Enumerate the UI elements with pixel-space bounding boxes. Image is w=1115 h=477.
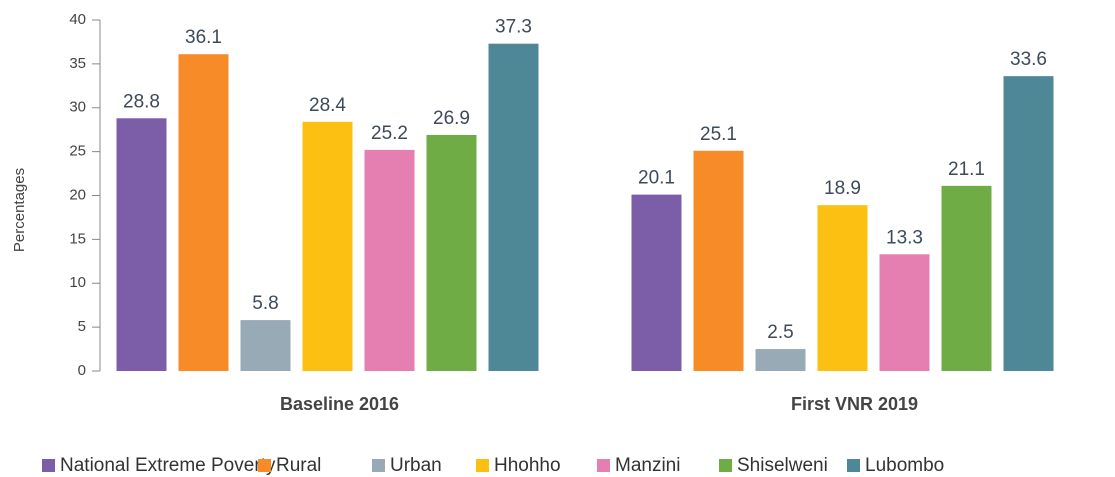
y-tick-label: 0 (78, 362, 86, 379)
y-tick-label: 20 (69, 186, 86, 203)
bar (426, 134, 477, 371)
y-tick-label: 25 (69, 143, 86, 160)
data-label: 21.1 (948, 159, 985, 180)
data-label: 28.8 (123, 91, 160, 112)
bar (240, 320, 291, 371)
x-tick-label: Baseline 2016 (280, 394, 399, 414)
data-label: 13.3 (886, 227, 923, 248)
legend-swatch (476, 459, 489, 472)
data-label: 25.2 (371, 123, 408, 144)
data-label: 36.1 (185, 27, 222, 48)
bar (364, 149, 415, 371)
legend-label: National Extreme Poverty (60, 455, 276, 476)
legend-label: Lubombo (865, 455, 944, 476)
data-label: 18.9 (824, 178, 861, 199)
data-label: 5.8 (252, 293, 278, 314)
legend-swatch (847, 459, 860, 472)
y-tick-label: 10 (69, 274, 86, 291)
data-label: 25.1 (700, 124, 737, 145)
legend-swatch (719, 459, 732, 472)
bar (693, 150, 744, 371)
bar (755, 349, 806, 371)
bar (116, 118, 167, 371)
legend-label: Hhohho (494, 455, 561, 476)
bar (1003, 76, 1054, 371)
legend-swatch (597, 459, 610, 472)
bar (302, 121, 353, 371)
bar (941, 185, 992, 371)
data-label: 33.6 (1010, 49, 1047, 70)
data-label: 20.1 (638, 168, 675, 189)
legend-label: Manzini (615, 455, 680, 476)
y-tick-label: 15 (69, 230, 86, 247)
y-tick-label: 35 (69, 55, 86, 72)
bar (817, 205, 868, 371)
bar (488, 43, 539, 371)
legend-label: Urban (390, 455, 442, 476)
data-label: 28.4 (309, 95, 346, 116)
x-tick-label: First VNR 2019 (791, 394, 918, 414)
bar (879, 254, 930, 371)
legend-swatch (258, 459, 271, 472)
bar (631, 194, 682, 371)
legend-swatch (372, 459, 385, 472)
data-label: 2.5 (767, 322, 793, 343)
legend-swatch (42, 459, 55, 472)
y-axis-label: Percentages (11, 168, 28, 252)
data-label: 37.3 (495, 17, 532, 38)
bar (178, 54, 229, 371)
data-label: 26.9 (433, 108, 470, 129)
y-tick-label: 30 (69, 99, 86, 116)
y-tick-label: 5 (78, 318, 86, 335)
legend-label: Shiselweni (737, 455, 828, 476)
y-tick-label: 40 (69, 11, 86, 28)
legend-label: Rural (276, 455, 321, 476)
